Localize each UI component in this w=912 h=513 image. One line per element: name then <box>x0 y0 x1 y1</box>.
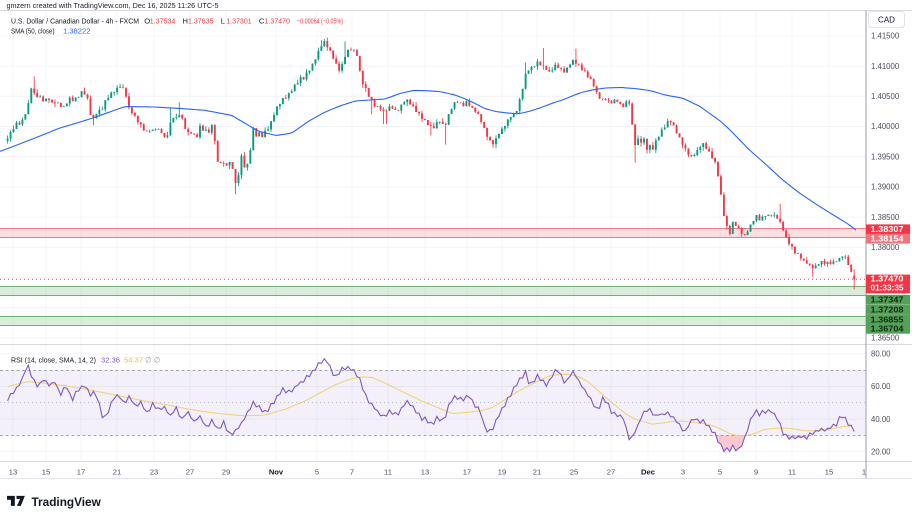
svg-text:1.38307: 1.38307 <box>871 225 905 234</box>
svg-text:9: 9 <box>754 468 758 477</box>
svg-text:13: 13 <box>421 468 429 477</box>
svg-text:1.41000: 1.41000 <box>871 62 900 71</box>
svg-text:1.40000: 1.40000 <box>871 122 900 131</box>
svg-text:15: 15 <box>825 468 833 477</box>
svg-text:1.41500: 1.41500 <box>871 32 900 41</box>
svg-text:3: 3 <box>681 468 685 477</box>
svg-text:TradingView: TradingView <box>32 495 102 509</box>
svg-text:L: L <box>221 17 225 26</box>
svg-text:SMA (50, close): SMA (50, close) <box>11 27 55 36</box>
svg-text:1.37301: 1.37301 <box>226 17 252 26</box>
svg-text:11: 11 <box>384 468 392 477</box>
svg-text:27: 27 <box>186 468 194 477</box>
svg-text:Nov: Nov <box>269 468 284 477</box>
svg-text:1.37635: 1.37635 <box>188 17 214 26</box>
svg-text:U.S. Dollar / Canadian Dollar: U.S. Dollar / Canadian Dollar - 4h - FXC… <box>11 17 139 26</box>
svg-text:32.36: 32.36 <box>101 356 120 365</box>
svg-text:40.00: 40.00 <box>871 415 891 424</box>
svg-text:21: 21 <box>113 468 121 477</box>
svg-text:1.39000: 1.39000 <box>871 183 900 192</box>
svg-text:80.00: 80.00 <box>871 350 891 359</box>
svg-text:20.00: 20.00 <box>871 447 891 456</box>
svg-text:1.38222: 1.38222 <box>63 27 90 36</box>
svg-text:1.36704: 1.36704 <box>871 325 905 334</box>
svg-text:13: 13 <box>9 468 17 477</box>
svg-text:19: 19 <box>498 468 506 477</box>
svg-text:23: 23 <box>150 468 158 477</box>
svg-text:1.38500: 1.38500 <box>871 213 900 222</box>
svg-text:17: 17 <box>463 468 471 477</box>
svg-text:1.37347: 1.37347 <box>871 296 905 305</box>
svg-text:1: 1 <box>862 468 866 477</box>
svg-text:25: 25 <box>570 468 578 477</box>
svg-text:21: 21 <box>533 468 541 477</box>
svg-text:1.37470: 1.37470 <box>871 275 905 284</box>
svg-text:−0.00064 (−0.05%): −0.00064 (−0.05%) <box>297 17 343 26</box>
svg-text:RSI (14, close, SMA, 14, 2): RSI (14, close, SMA, 14, 2) <box>11 356 96 365</box>
svg-text:H: H <box>183 17 188 26</box>
svg-text:17: 17 <box>77 468 85 477</box>
svg-text:1.39500: 1.39500 <box>871 152 900 161</box>
svg-text:60.00: 60.00 <box>871 382 891 391</box>
svg-text:Dec: Dec <box>641 468 655 477</box>
svg-text:O: O <box>144 17 150 26</box>
svg-text:1.40500: 1.40500 <box>871 92 900 101</box>
svg-text:54.37: 54.37 <box>124 356 143 365</box>
svg-text:C: C <box>259 17 265 26</box>
svg-text:1.38000: 1.38000 <box>871 243 900 252</box>
svg-text:7: 7 <box>350 468 354 477</box>
svg-text:15: 15 <box>42 468 50 477</box>
svg-text:1.38154: 1.38154 <box>871 235 905 244</box>
svg-text:11: 11 <box>788 468 796 477</box>
svg-text:CAD: CAD <box>878 16 895 25</box>
svg-text:1.36500: 1.36500 <box>871 334 900 343</box>
svg-text:∅ ∅: ∅ ∅ <box>145 356 161 365</box>
svg-text:01:33:35: 01:33:35 <box>871 284 905 293</box>
svg-text:5: 5 <box>315 468 319 477</box>
svg-text:gmzern created with TradingVie: gmzern created with TradingView.com, Dec… <box>7 1 219 10</box>
svg-text:1.37470: 1.37470 <box>264 17 290 26</box>
svg-text:1.36855: 1.36855 <box>871 316 905 325</box>
svg-text:1.37208: 1.37208 <box>871 306 905 315</box>
svg-text:29: 29 <box>222 468 230 477</box>
svg-text:27: 27 <box>607 468 615 477</box>
svg-text:1.37534: 1.37534 <box>150 17 176 26</box>
svg-text:5: 5 <box>718 468 722 477</box>
